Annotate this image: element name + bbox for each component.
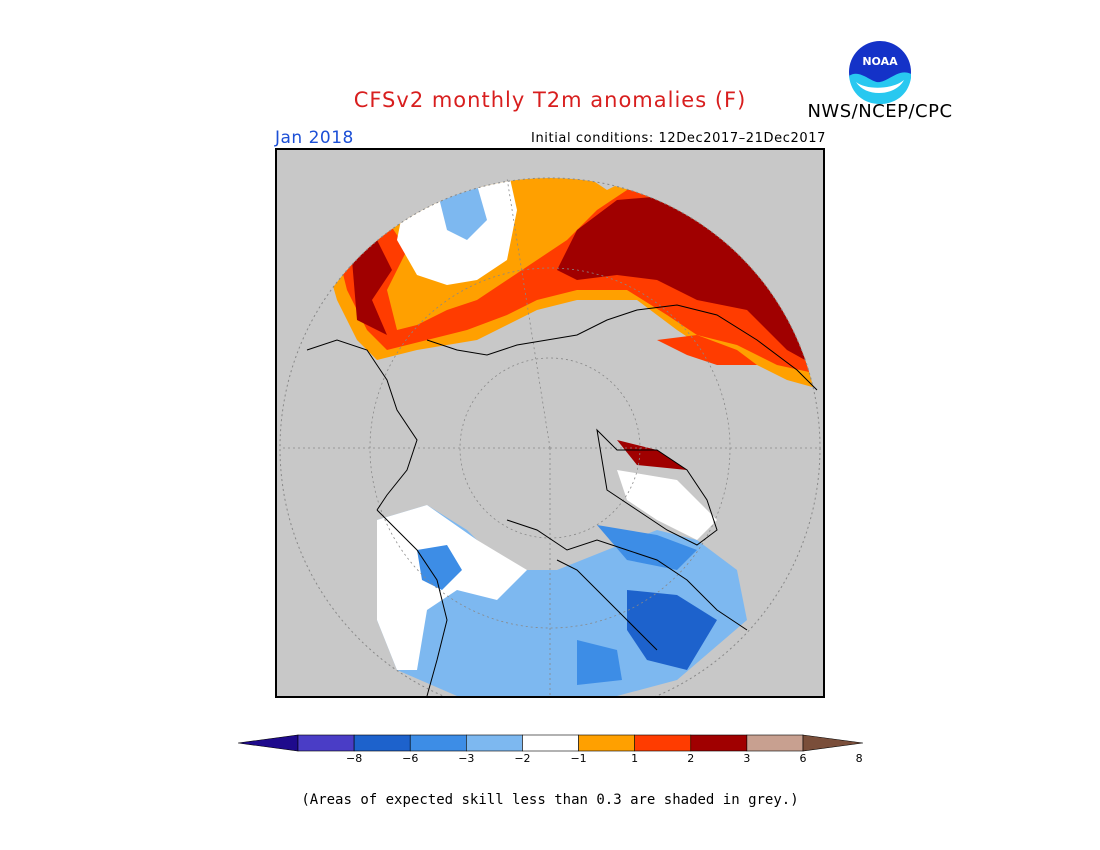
noaa-logo: NOAA — [846, 38, 914, 106]
polar-map — [277, 150, 823, 696]
skill-note: (Areas of expected skill less than 0.3 a… — [301, 792, 799, 808]
legend-arrow-low — [238, 734, 299, 752]
legend-swatch — [690, 734, 748, 752]
noaa-logo-text: NOAA — [862, 55, 898, 68]
cold-region-hudson — [627, 590, 717, 670]
legend-tick-label: 3 — [743, 752, 751, 765]
legend-tick-label: 2 — [687, 752, 695, 765]
cool-region-scandinavia — [437, 185, 487, 240]
warm-region-greenland — [617, 440, 687, 470]
warm-region-darkred-west — [352, 240, 392, 335]
chart-title: CFSv2 monthly T2m anomalies (F) — [353, 88, 747, 112]
near-normal-region-greenland — [617, 470, 717, 540]
legend-arrow-high — [802, 734, 863, 752]
legend-tick-label: −1 — [570, 752, 587, 765]
legend-swatch — [746, 734, 804, 752]
initial-conditions: Initial conditions: 12Dec2017–21Dec2017 — [531, 131, 826, 146]
warm-region-siberia — [657, 335, 757, 365]
legend-swatch — [578, 734, 635, 752]
legend-tick-label: 1 — [631, 752, 639, 765]
legend-swatch — [522, 734, 579, 752]
forecast-month: Jan 2018 — [275, 128, 354, 148]
agency-label: NWS/NCEP/CPC — [807, 101, 953, 122]
coastlines — [306, 304, 818, 696]
legend-tick-label: −8 — [346, 752, 363, 765]
legend-tick-label: −3 — [458, 752, 475, 765]
legend-swatch — [297, 734, 355, 752]
graticule — [280, 177, 820, 696]
legend-tick-label: 8 — [855, 752, 863, 765]
color-legend — [238, 734, 863, 752]
legend-swatch — [409, 734, 467, 752]
warm-region-darkred-east — [557, 195, 820, 370]
legend-tick-label: 6 — [799, 752, 807, 765]
map-panel — [275, 148, 825, 698]
legend-swatch — [353, 734, 411, 752]
cold-region-arctic-islands — [597, 525, 697, 570]
cold-region-central-canada — [577, 640, 622, 685]
near-normal-region-alaska — [377, 505, 527, 670]
legend-tick-label: −6 — [402, 752, 419, 765]
legend-swatch — [634, 734, 692, 752]
legend-swatch — [466, 734, 523, 752]
legend-tick-label: −2 — [514, 752, 531, 765]
map-boundary — [279, 177, 821, 696]
cold-region-alaska — [417, 545, 462, 590]
